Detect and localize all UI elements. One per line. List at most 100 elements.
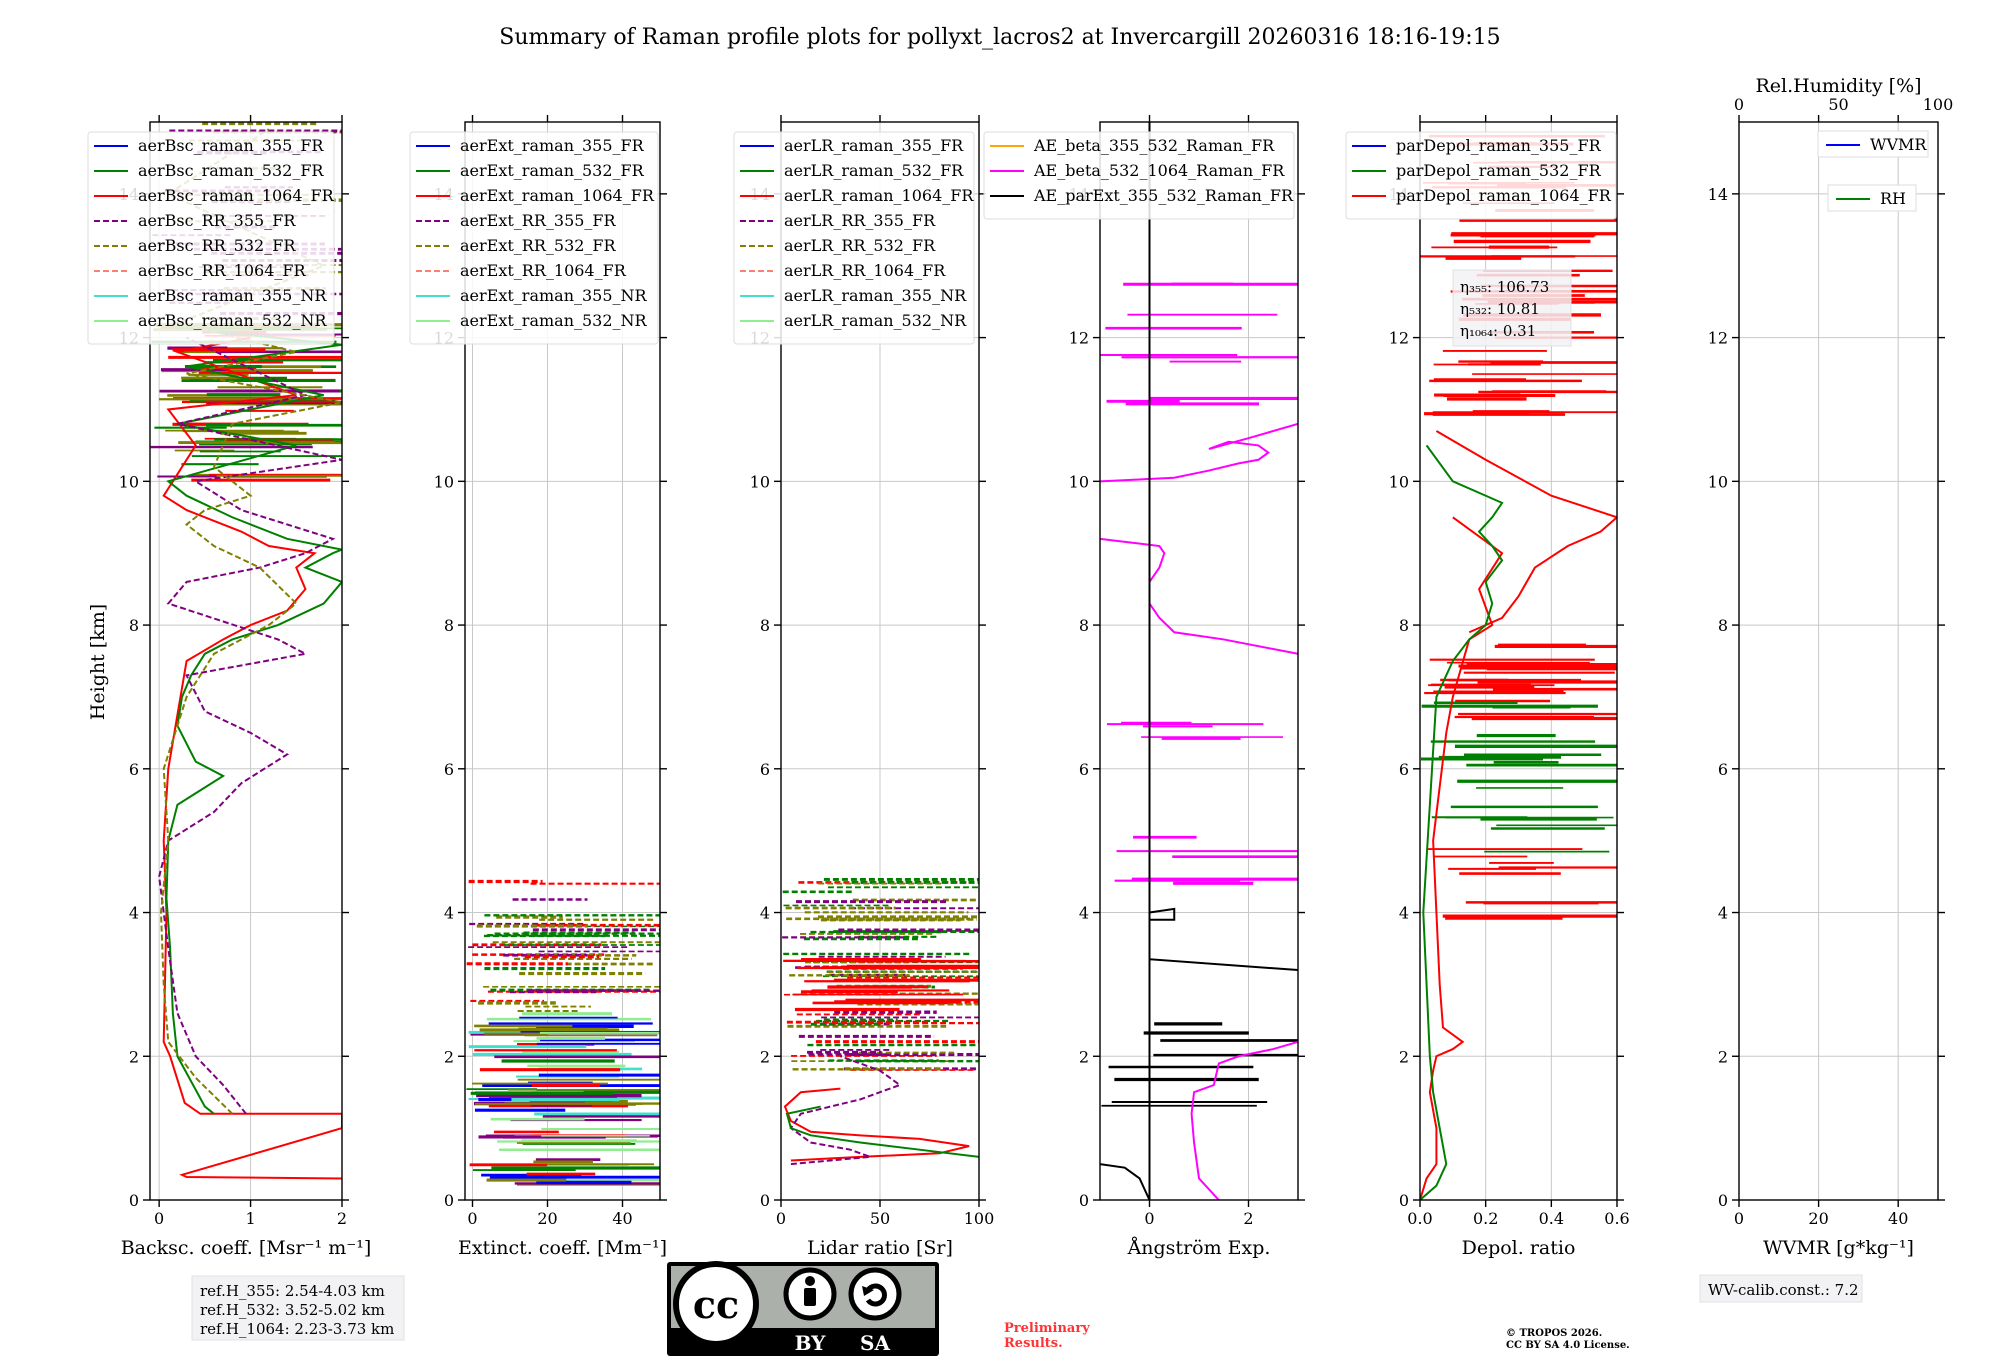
legend-label: aerLR_raman_1064_FR (784, 186, 974, 205)
legend: WVMR RH (1817, 130, 1929, 212)
x-tick-label: 100 (964, 1209, 995, 1228)
panel-lidar_ratio: 05010002468101214Lidar ratio [Sr]aerLR_r… (733, 115, 995, 1259)
series-aerBsc_RR_532_FR (159, 128, 342, 1115)
y-tick-label: 4 (129, 904, 139, 923)
legend: aerExt_raman_355_FR aerExt_raman_532_FRae… (409, 131, 659, 345)
y-tick-label: 2 (129, 1047, 139, 1066)
axes-frame (1419, 121, 1618, 1201)
x2-tick-label: 0 (1734, 95, 1744, 114)
y-tick-label: 4 (1718, 904, 1728, 923)
series-AE_beta_532_1064_Raman_FR_10km (1100, 422, 1298, 483)
y-tick-label: 8 (129, 616, 139, 635)
series-aerBsc_RR_355_FR (158, 336, 342, 1115)
legend-label: aerExt_raman_355_FR (460, 136, 645, 155)
y-tick-label: 12 (1069, 329, 1089, 348)
by-label: BY (795, 1331, 827, 1355)
legend-label: aerExt_raman_1064_FR (460, 186, 655, 205)
x-tick-label: 2 (1243, 1209, 1253, 1228)
x-tick-label: 50 (870, 1209, 890, 1228)
legend-label: aerBsc_raman_532_NR (138, 311, 327, 330)
legend-label: aerLR_RR_532_FR (784, 236, 936, 255)
x-tick-label: 0 (467, 1209, 477, 1228)
eta-532: η₅₃₂: 10.81 (1460, 300, 1540, 318)
y-tick-label: 8 (1399, 616, 1409, 635)
y-tick-label: 2 (1718, 1047, 1728, 1066)
x2-tick-label: 50 (1828, 95, 1848, 114)
series-AE_beta_532_1064_Raman_FR_upper (1100, 537, 1298, 655)
cc-license-logo: cc BY SA (667, 1261, 939, 1356)
x-tick-label: 0 (776, 1209, 786, 1228)
legend-label: aerExt_RR_355_FR (460, 211, 617, 230)
x-axis-label: Backsc. coeff. [Msr⁻¹ m⁻¹] (121, 1237, 372, 1259)
x-axis-label: WVMR [g*kg⁻¹] (1763, 1237, 1914, 1259)
legend-frame (87, 131, 335, 345)
axes-frame (1738, 121, 1939, 1201)
y-tick-label: 0 (760, 1191, 770, 1210)
y-tick-label: 6 (1399, 760, 1409, 779)
ref-height-355: ref.H_355: 2.54-4.03 km (200, 1282, 385, 1300)
y-tick-label: 0 (1399, 1191, 1409, 1210)
ref-height-1064: ref.H_1064: 2.23-3.73 km (200, 1320, 394, 1338)
wv-calib-box: WV-calib.const.: 7.2 (1699, 1274, 1863, 1303)
legend-label: aerLR_RR_1064_FR (784, 261, 946, 280)
legend-label: aerLR_raman_355_NR (784, 286, 967, 305)
y-tick-label: 6 (1079, 760, 1089, 779)
noisy-profile-segments (1100, 282, 1298, 1107)
legend: aerBsc_raman_355_FR aerBsc_raman_532_FRae… (87, 131, 335, 345)
eta-355: η₃₅₅: 106.73 (1460, 278, 1549, 296)
y-tick-label: 6 (444, 760, 454, 779)
y-tick-label: 6 (760, 760, 770, 779)
x-tick-label: 20 (537, 1209, 557, 1228)
cc-icon (673, 1261, 759, 1347)
legend-label: parDepol_raman_355_FR (1396, 136, 1602, 155)
y-axis-label: Height [km] (87, 604, 109, 720)
x-tick-label: 0 (1734, 1209, 1744, 1228)
x-tick-label: 0 (154, 1209, 164, 1228)
y-tick-label: 12 (1708, 329, 1728, 348)
noisy-profile-segments (782, 877, 979, 1071)
panel-wvmr: 0 20 40 0 2 4 6 8 10 12 14 WVMR [g*kg⁻¹] 0 50 100Rel.H… (1708, 75, 1954, 1259)
y-tick-label: 0 (1079, 1191, 1089, 1210)
y-tick-label: 8 (1079, 616, 1089, 635)
x-tick-label: 0.0 (1407, 1209, 1432, 1228)
y-tick-label: 2 (1399, 1047, 1409, 1066)
legend-frame (733, 131, 975, 345)
x-axis-label: Depol. ratio (1462, 1237, 1576, 1259)
legend-label: aerExt_RR_1064_FR (460, 261, 627, 280)
eta-box: η₃₅₅: 106.73 η₅₃₂: 10.81 η₁₀₆₄: 0.31 (1452, 269, 1572, 347)
x-tick-label: 40 (1888, 1209, 1908, 1228)
legend-label: aerBsc_RR_1064_FR (138, 261, 307, 280)
y-tick-label: 10 (1708, 472, 1728, 491)
series-parDepol_raman_1064_FR_mid (1435, 430, 1617, 634)
y-tick-label: 4 (444, 904, 454, 923)
sa-label: SA (860, 1331, 890, 1355)
eta-1064: η₁₀₆₄: 0.31 (1460, 322, 1536, 340)
legend: AE_beta_355_532_Raman_FR AE_beta_532_1064… (983, 131, 1295, 220)
legend-frame (983, 131, 1295, 220)
sa-share-icon (848, 1267, 902, 1321)
legend-label: AE_beta_532_1064_Raman_FR (1033, 161, 1285, 180)
axes-frame (1099, 121, 1299, 1201)
series-AE_beta_532_1064_Raman_FR (1190, 1040, 1298, 1200)
y-tick-label: 2 (1079, 1047, 1089, 1066)
x-tick-label: 1 (245, 1209, 255, 1228)
y-tick-label: 4 (760, 904, 770, 923)
legend-label: parDepol_raman_1064_FR (1396, 186, 1612, 205)
y-tick-label: 6 (129, 760, 139, 779)
x-axis-label: Ångström Exp. (1127, 1237, 1271, 1259)
y-tick-label: 4 (1399, 904, 1409, 923)
legend-label: parDepol_raman_532_FR (1396, 161, 1602, 180)
x-tick-label: 0.4 (1539, 1209, 1564, 1228)
legend-label: aerBsc_raman_1064_FR (138, 186, 335, 205)
legend-label: aerBsc_RR_532_FR (138, 236, 296, 255)
y-tick-label: 8 (1718, 616, 1728, 635)
y-tick-label: 10 (434, 472, 454, 491)
y-tick-label: 14 (1708, 185, 1728, 204)
y-tick-label: 10 (1389, 472, 1409, 491)
y-tick-label: 10 (1069, 472, 1089, 491)
legend-label: aerLR_raman_532_FR (784, 161, 964, 180)
legend-label: AE_parExt_355_532_Raman_FR (1033, 186, 1294, 205)
y-tick-label: 0 (129, 1191, 139, 1210)
legend-frame (1345, 131, 1617, 220)
